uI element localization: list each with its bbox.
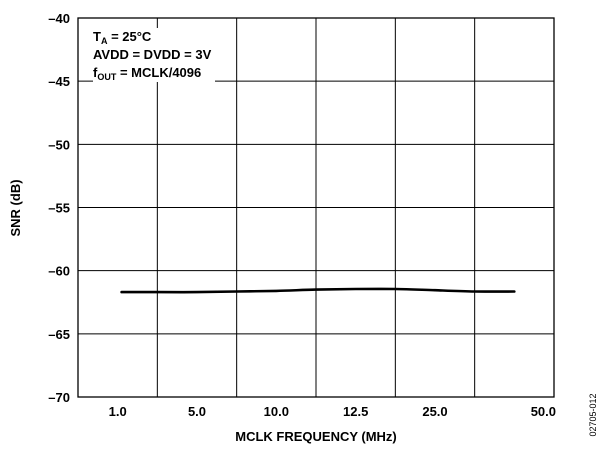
- y-tick-label: –50: [48, 137, 70, 152]
- output-frequency-condition: fOUT = MCLK/4096: [93, 64, 211, 82]
- fout-value: = MCLK/4096: [116, 65, 202, 80]
- ta-value: = 25°C: [107, 29, 152, 44]
- ta-subscript: A: [100, 36, 108, 46]
- x-tick-label: 5.0: [188, 404, 206, 419]
- ta-symbol: T: [93, 29, 101, 44]
- series-group: [120, 287, 516, 294]
- y-tick-label: –60: [48, 264, 70, 279]
- temperature-condition: TA = 25°C: [93, 28, 211, 46]
- x-tick-label: 10.0: [264, 404, 289, 419]
- snr-series-line-0: [120, 287, 516, 294]
- x-axis-label: MCLK FREQUENCY (MHz): [235, 429, 397, 444]
- y-tick-label: –40: [48, 11, 70, 26]
- y-tick-label: –55: [48, 201, 70, 216]
- x-tick-label: 12.5: [343, 404, 368, 419]
- x-tick-labels: 1.0 5.0 10.0 12.5 25.0 50.0: [109, 404, 556, 419]
- x-tick-label: 50.0: [531, 404, 556, 419]
- y-tick-labels: –40 –45 –50 –55 –60 –65 –70: [48, 11, 70, 405]
- x-tick-label: 25.0: [422, 404, 447, 419]
- fout-symbol: f: [93, 65, 98, 80]
- test-conditions: TA = 25°C AVDD = DVDD = 3V fOUT = MCLK/4…: [93, 28, 216, 82]
- figure-id: 02705-012: [588, 393, 598, 436]
- y-axis-label: SNR (dB): [8, 179, 23, 236]
- y-tick-label: –65: [48, 327, 70, 342]
- y-tick-label: –70: [48, 390, 70, 405]
- y-tick-label: –45: [48, 74, 70, 89]
- supply-condition: AVDD = DVDD = 3V: [93, 47, 212, 62]
- x-tick-label: 1.0: [109, 404, 127, 419]
- grid: [78, 18, 554, 397]
- fout-subscript: OUT: [97, 72, 117, 82]
